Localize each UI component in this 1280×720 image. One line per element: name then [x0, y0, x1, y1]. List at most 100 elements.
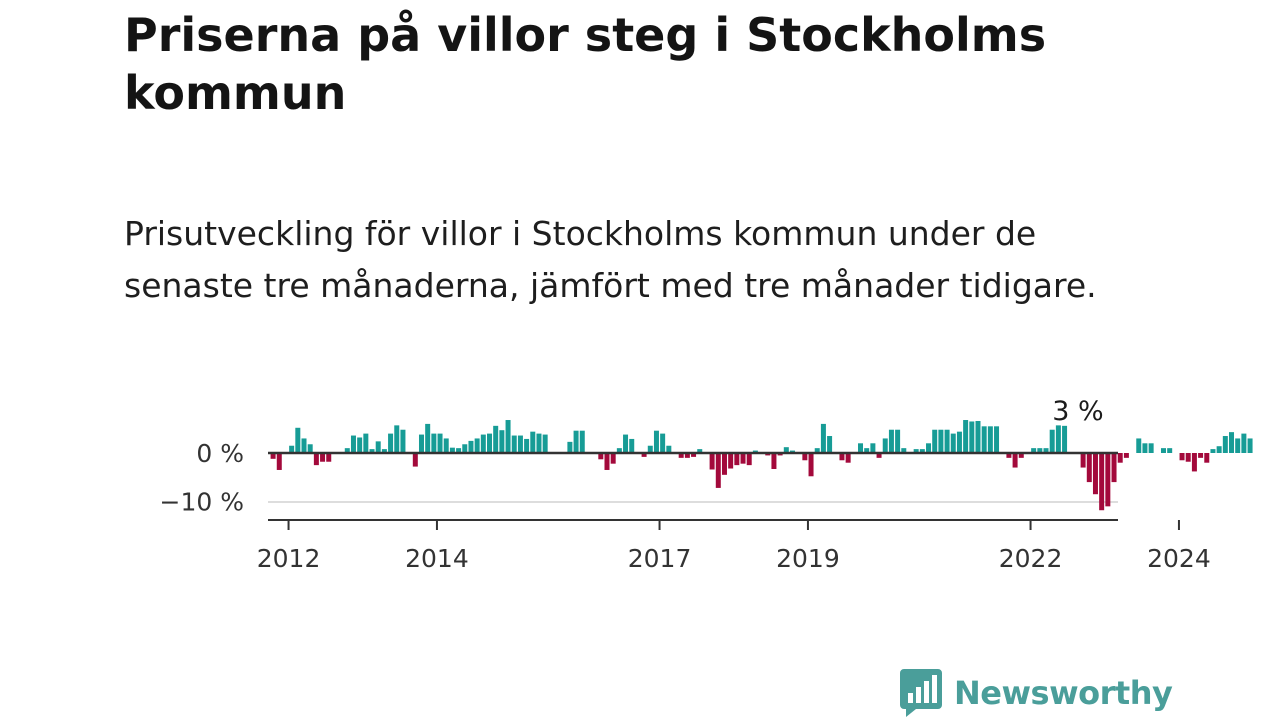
bar: [653, 430, 659, 453]
bar: [524, 438, 530, 453]
bar: [579, 430, 585, 453]
bar: [1055, 425, 1061, 453]
bar: [1167, 448, 1173, 453]
bar: [876, 453, 882, 458]
bar: [1080, 453, 1086, 468]
bar: [629, 438, 635, 453]
bar: [969, 421, 975, 453]
bars-group: [270, 420, 1253, 511]
brand-name: Newsworthy: [954, 674, 1173, 712]
bar: [425, 423, 431, 453]
bar: [326, 453, 332, 462]
bar: [994, 426, 1000, 453]
bar: [938, 429, 944, 453]
bar: [536, 433, 542, 453]
bar: [919, 449, 925, 453]
bar: [1018, 453, 1024, 458]
bar: [956, 431, 962, 453]
x-tick-label: 2017: [628, 544, 692, 573]
bar: [604, 453, 610, 470]
bar: [394, 425, 400, 453]
bar: [1031, 448, 1037, 453]
bar: [864, 448, 870, 453]
bar: [684, 453, 690, 458]
bar: [1136, 438, 1142, 453]
bar: [468, 440, 474, 454]
bar: [901, 448, 907, 453]
bar: [511, 435, 517, 453]
bar: [1229, 432, 1235, 453]
bar: [728, 453, 734, 469]
bar: [381, 449, 387, 453]
bar: [963, 420, 969, 453]
bar: [691, 453, 697, 457]
bar: [350, 435, 356, 453]
bar: [1117, 453, 1123, 463]
bar: [295, 427, 301, 453]
bar: [270, 453, 276, 459]
bar: [1235, 438, 1241, 453]
bar: [820, 423, 826, 453]
bar: [610, 453, 616, 464]
bar: [666, 445, 672, 453]
x-tick-label: 2012: [257, 544, 321, 573]
bar: [888, 429, 894, 453]
chart-subtitle: Prisutveckling för villor i Stockholms k…: [124, 214, 1097, 305]
bar: [449, 447, 455, 453]
bar: [981, 426, 987, 453]
bar: [276, 453, 282, 470]
bar: [827, 436, 833, 453]
x-tick-label: 2022: [999, 544, 1063, 573]
bar: [1198, 453, 1204, 458]
bar: [517, 435, 523, 453]
bar: [344, 448, 350, 453]
bar: [1179, 453, 1185, 461]
bar: [932, 429, 938, 453]
bar: [573, 430, 579, 453]
bar: [412, 453, 418, 467]
bar: [1037, 448, 1043, 453]
bar: [456, 448, 462, 453]
bar: [1204, 453, 1210, 463]
bar: [1191, 453, 1197, 472]
bar: [388, 433, 394, 453]
bar: [1216, 446, 1222, 453]
bar: [1247, 438, 1253, 453]
bar-chart-speech-bubble-icon: [900, 669, 942, 717]
bar: [987, 426, 993, 453]
bar: [542, 434, 548, 453]
bar: [480, 434, 486, 453]
bar: [443, 438, 449, 453]
last-value-label: 3 %: [1052, 396, 1103, 427]
bar: [870, 443, 876, 453]
bar: [740, 453, 746, 464]
bar: [437, 433, 443, 453]
bar: [400, 429, 406, 453]
bar: [1006, 453, 1012, 458]
y-axis-labels: 0 % −10 %: [160, 439, 244, 517]
x-tick-label: 2019: [776, 544, 840, 573]
bar: [678, 453, 684, 458]
bar: [1105, 453, 1111, 507]
bar: [418, 434, 424, 453]
bar: [802, 453, 808, 461]
bar: [1185, 453, 1191, 462]
bar: [505, 420, 511, 453]
bar: [320, 453, 326, 462]
bar: [1241, 433, 1247, 453]
bar: [882, 438, 888, 453]
bar: [487, 433, 493, 453]
bar: [858, 443, 864, 453]
bar: [913, 449, 919, 453]
bar: [474, 438, 480, 453]
bar: [845, 453, 851, 463]
bar: [357, 437, 363, 453]
bar: [926, 443, 932, 453]
bar: [783, 447, 789, 453]
bar: [369, 449, 375, 453]
bar: [660, 433, 666, 453]
bar: [493, 425, 499, 453]
x-axis-ticks: 2012 2014 2017 2019 2022 2024: [257, 520, 1211, 573]
bar: [975, 420, 981, 453]
